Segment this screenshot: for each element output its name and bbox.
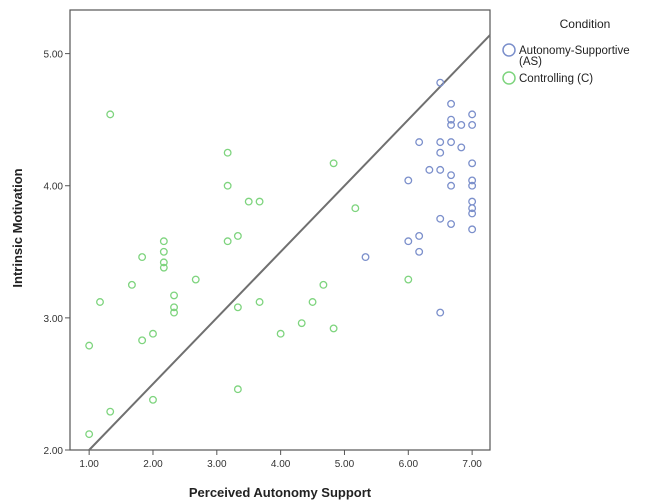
- y-tick-label: 4.00: [44, 182, 64, 193]
- c-point: [223, 237, 232, 246]
- as-point: [468, 110, 477, 119]
- c-point: [308, 298, 317, 306]
- y-tick-label: 3.00: [44, 314, 64, 325]
- c-point: [159, 263, 168, 272]
- x-axis-ticks: 1.00 2.00 3.00 4.00 5.00 6.00 7.00: [79, 450, 482, 470]
- c-point: [233, 385, 242, 394]
- x-tick-label: 6.00: [399, 459, 419, 470]
- c-point: [223, 181, 232, 190]
- c-point: [127, 280, 136, 289]
- as-point: [468, 181, 477, 190]
- as-point: [468, 209, 477, 218]
- as-point: [457, 121, 466, 129]
- as-point: [415, 138, 424, 147]
- c-point: [159, 258, 168, 267]
- y-axis-ticks: 2.00 3.00 4.00 5.00: [44, 50, 70, 457]
- as-point: [447, 121, 456, 129]
- y-tick-label: 5.00: [44, 50, 64, 61]
- as-point: [447, 220, 456, 229]
- x-tick-label: 1.00: [79, 459, 99, 470]
- c-point: [223, 148, 232, 157]
- c-point: [276, 329, 285, 338]
- as-point: [468, 204, 477, 213]
- as-point: [436, 78, 445, 87]
- as-point: [468, 121, 477, 129]
- as-point: [436, 138, 445, 147]
- c-point: [170, 291, 178, 300]
- c-point: [233, 303, 242, 312]
- c-point: [149, 329, 157, 338]
- as-point: [361, 253, 370, 262]
- as-point: [436, 165, 445, 174]
- c-point: [85, 341, 94, 350]
- c-point: [159, 247, 168, 256]
- c-point: [149, 395, 157, 404]
- c-point: [96, 298, 104, 306]
- x-tick-label: 2.00: [143, 459, 163, 470]
- c-point: [329, 324, 338, 333]
- c-point: [170, 303, 178, 312]
- legend: Condition Autonomy-Supportive(AS) Control…: [502, 17, 630, 85]
- y-tick-label: 2.00: [44, 446, 64, 457]
- data-points: [85, 78, 477, 439]
- as-point: [447, 181, 456, 190]
- c-point: [191, 275, 200, 284]
- as-point: [447, 99, 456, 108]
- y-axis-title: Intrinsic Motivation: [10, 168, 25, 287]
- c-point: [329, 159, 338, 168]
- as-point: [404, 176, 413, 185]
- legend-title: Condition: [560, 17, 611, 31]
- as-point: [415, 231, 424, 240]
- as-point: [436, 308, 445, 317]
- c-point: [138, 253, 147, 262]
- c-point: [106, 407, 115, 416]
- c-point: [255, 197, 264, 206]
- legend-label: Controlling (C): [519, 73, 593, 85]
- as-point: [425, 165, 434, 174]
- c-point: [159, 237, 168, 246]
- c-point: [255, 298, 264, 306]
- c-point: [233, 231, 242, 240]
- as-point: [447, 115, 456, 124]
- c-point: [170, 308, 178, 317]
- x-tick-label: 4.00: [271, 459, 291, 470]
- c-point: [351, 204, 360, 213]
- x-tick-label: 3.00: [207, 459, 227, 470]
- as-point: [457, 143, 466, 152]
- as-point: [468, 159, 477, 168]
- as-point: [415, 247, 424, 256]
- reference-line: [88, 34, 491, 451]
- c-point: [404, 275, 413, 284]
- as-point: [468, 225, 477, 234]
- c-point: [85, 430, 94, 439]
- legend-marker: [502, 71, 516, 85]
- x-tick-label: 7.00: [462, 459, 482, 470]
- c-point: [138, 336, 147, 345]
- c-point: [244, 197, 253, 206]
- as-point: [404, 237, 413, 246]
- legend-label: (AS): [519, 56, 542, 68]
- x-axis-title: Perceived Autonomy Support: [189, 485, 372, 500]
- as-point: [447, 171, 456, 180]
- x-tick-label: 5.00: [335, 459, 355, 470]
- as-point: [436, 148, 445, 157]
- legend-marker: [502, 43, 516, 57]
- c-point: [106, 110, 115, 119]
- legend-label: Autonomy-Supportive: [519, 45, 630, 57]
- as-point: [468, 176, 477, 185]
- as-point: [447, 138, 456, 147]
- c-point: [319, 280, 328, 289]
- c-point: [297, 319, 306, 328]
- plot-area: [69, 9, 491, 451]
- as-point: [436, 214, 445, 223]
